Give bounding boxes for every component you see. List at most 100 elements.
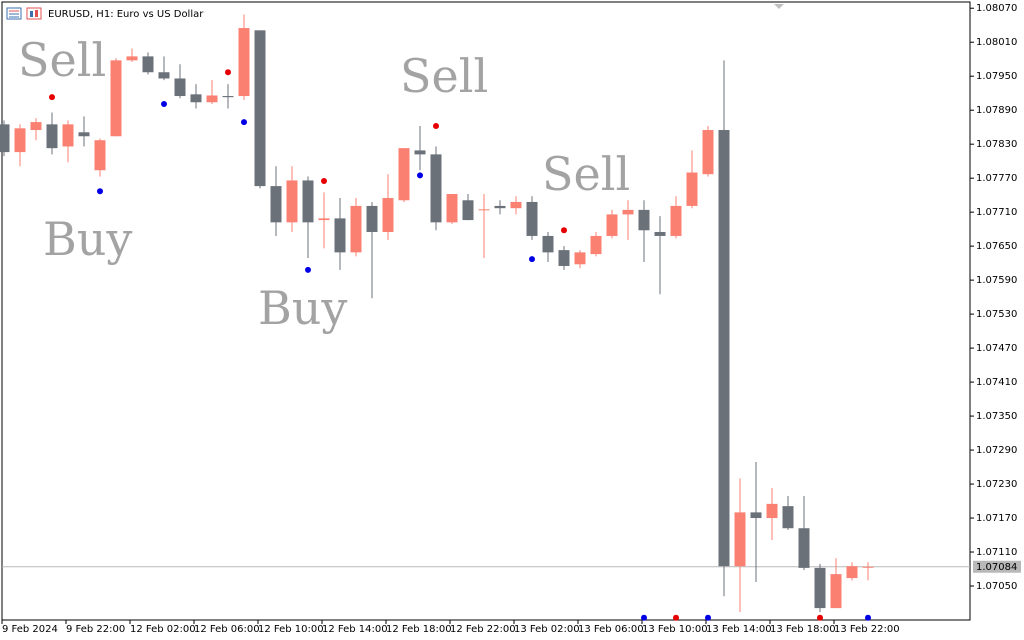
candle-body xyxy=(254,30,266,187)
y-tick-label: 1.07590 xyxy=(976,275,1017,286)
candle-body xyxy=(702,130,714,175)
signal-dot xyxy=(321,177,327,184)
candle-body xyxy=(542,235,554,253)
signal-dot xyxy=(865,614,871,621)
signal-dot xyxy=(673,614,679,621)
candle-body xyxy=(62,124,74,147)
x-tick-label: 12 Feb 06:00 xyxy=(194,624,260,635)
candle-body xyxy=(318,218,330,221)
y-tick-label: 1.07710 xyxy=(976,207,1017,218)
icon-bar xyxy=(35,10,38,17)
candle-body xyxy=(350,205,362,253)
candle-body xyxy=(14,128,26,153)
icon-chart[interactable] xyxy=(26,7,42,20)
candle-body xyxy=(574,252,586,265)
candle-body xyxy=(670,205,682,236)
candle-body xyxy=(206,95,218,103)
candle-body xyxy=(270,186,282,223)
signal-dot xyxy=(305,266,311,273)
y-tick-label: 1.07110 xyxy=(976,547,1017,558)
chart-title: EURUSD, H1: Euro vs US Dollar xyxy=(48,9,204,20)
x-tick-label: 12 Feb 18:00 xyxy=(386,624,452,635)
candle-body xyxy=(830,574,842,609)
signal-dot xyxy=(97,188,103,195)
candle-body xyxy=(382,197,394,232)
signal-dot xyxy=(529,256,535,263)
signal-dot xyxy=(417,172,423,179)
x-tick-label: 12 Feb 02:00 xyxy=(130,624,196,635)
y-tick-label: 1.07770 xyxy=(976,173,1017,184)
y-tick-label: 1.08010 xyxy=(976,37,1017,48)
candle-body xyxy=(734,512,746,567)
x-tick-label: 12 Feb 22:00 xyxy=(450,624,516,635)
x-tick-label: 13 Feb 14:00 xyxy=(706,624,772,635)
y-tick-label: 1.07350 xyxy=(976,411,1017,422)
candle-body xyxy=(622,209,634,215)
y-tick-label: 1.07530 xyxy=(976,309,1017,320)
candle-body xyxy=(638,209,650,231)
x-tick-label: 13 Feb 02:00 xyxy=(514,624,580,635)
candle-body xyxy=(862,566,874,568)
candle-body xyxy=(478,209,490,211)
candle-body xyxy=(494,205,506,209)
candle-body xyxy=(526,201,538,236)
signal-dot xyxy=(641,614,647,621)
y-tick-label: 1.07170 xyxy=(976,513,1017,524)
x-tick-label: 9 Feb 2024 xyxy=(2,624,58,635)
candle-body xyxy=(686,172,698,206)
x-tick-label: 12 Feb 10:00 xyxy=(258,624,324,635)
annotation: Sell xyxy=(542,147,630,201)
x-tick-label: 13 Feb 10:00 xyxy=(642,624,708,635)
candle-body xyxy=(30,122,42,131)
candle-body xyxy=(718,130,730,567)
shift-marker[interactable] xyxy=(774,4,784,9)
candle-body xyxy=(126,56,138,61)
candle-body xyxy=(286,180,298,223)
y-tick-label: 1.07830 xyxy=(976,139,1017,150)
candle-body xyxy=(446,194,458,223)
candle-body xyxy=(174,78,186,97)
last-price-box xyxy=(973,560,1021,573)
candle-body xyxy=(750,512,762,519)
y-tick-label: 1.07230 xyxy=(976,479,1017,490)
annotation: Buy xyxy=(43,212,132,266)
candle-body xyxy=(366,205,378,232)
candle-body xyxy=(462,200,474,221)
y-tick-label: 1.07650 xyxy=(976,241,1017,252)
annotation: Buy xyxy=(258,281,347,335)
y-tick-label: 1.07950 xyxy=(976,71,1017,82)
signal-dot xyxy=(817,614,823,621)
signal-dot xyxy=(705,614,711,621)
candle-body xyxy=(158,72,170,79)
candle-body xyxy=(0,124,10,153)
candle-body xyxy=(814,567,826,609)
y-tick-label: 1.07050 xyxy=(976,581,1017,592)
candle-body xyxy=(510,201,522,209)
candle-body xyxy=(78,132,90,137)
candle-body xyxy=(414,150,426,155)
x-tick-label: 13 Feb 18:00 xyxy=(770,624,836,635)
candle-body xyxy=(46,124,58,149)
x-tick-label: 13 Feb 22:00 xyxy=(834,624,900,635)
symbol-icons xyxy=(6,7,42,20)
candle-body xyxy=(846,566,858,579)
y-tick-label: 1.07410 xyxy=(976,377,1017,388)
annotation: Sell xyxy=(18,33,106,87)
candle-body xyxy=(606,214,618,236)
signal-dot xyxy=(49,94,55,101)
candle-body xyxy=(654,231,666,236)
signal-dot xyxy=(225,69,231,76)
candle-body xyxy=(798,528,810,568)
candle-body xyxy=(558,250,570,266)
y-tick-label: 1.07470 xyxy=(976,343,1017,354)
x-tick-label: 9 Feb 22:00 xyxy=(66,624,125,635)
candle-body xyxy=(222,96,234,98)
y-tick-label: 1.08070 xyxy=(976,3,1017,14)
candle-body xyxy=(590,235,602,255)
x-tick-label: 12 Feb 14:00 xyxy=(322,624,388,635)
x-tick-label: 13 Feb 06:00 xyxy=(578,624,644,635)
candle-body xyxy=(334,218,346,253)
candle-body xyxy=(238,28,250,97)
icon-bar xyxy=(30,11,33,17)
